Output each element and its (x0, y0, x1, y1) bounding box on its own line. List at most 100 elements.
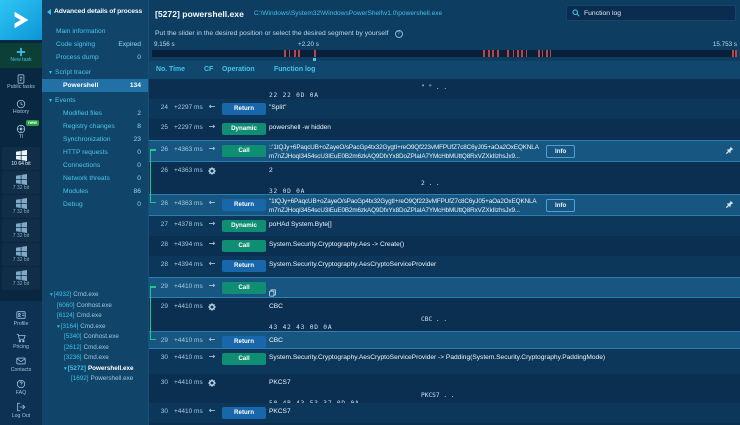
os-item-7-32-bit[interactable]: 7 32 bit (2, 195, 40, 218)
menu-item-code-signing[interactable]: Code signing Expired (42, 38, 148, 51)
tree-item-2612[interactable]: [2612] Cmd.exe (42, 343, 148, 354)
function-log-text: CBC (269, 303, 283, 310)
help-icon[interactable] (394, 29, 403, 38)
trace-row[interactable]: 27 +4378 ms → Dynamic poHAd System.Byte[] (149, 216, 740, 236)
menu-item-connections[interactable]: Connections 0 (42, 159, 148, 172)
timeline-slider[interactable] (152, 50, 737, 57)
rail-item-history[interactable]: History (0, 96, 42, 118)
rail-item-profile[interactable]: Profile (0, 308, 42, 329)
tree-item-3236[interactable]: [3236] Cmd.exe (42, 353, 148, 364)
operation-badge: Return (222, 103, 266, 115)
table-body: 22 22 0D 0A " " . . 24 +2297 ms ← Return "Spli… (149, 79, 740, 425)
os-item-label: 7 32 bit (12, 233, 30, 239)
os-item-7-32-bit[interactable]: 7 32 bit (2, 243, 40, 266)
menu-item-http-requests[interactable]: HTTP requests 0 (42, 146, 148, 159)
menu-item-script-tracer[interactable]: ▾ Script tracer (42, 66, 148, 79)
function-log: ::'1tQJy+6PaqcUB+oZayeO/sPacGp4tx32GygtI… (269, 141, 732, 161)
menu-item-synchronization[interactable]: Synchronization 23 (42, 133, 148, 146)
trace-row[interactable]: 25 +2297 ms → Dynamic powershell -w hidden (149, 119, 740, 140)
trace-row[interactable]: 22 22 0D 0A " " . . (149, 79, 740, 99)
menu-item-events[interactable]: ▾ Events (42, 94, 148, 107)
tree-item-6060[interactable]: [6060] Conhost.exe (42, 301, 148, 312)
tree-item-5272[interactable]: ▾[5272] Powershell.exe (42, 364, 148, 375)
os-item-10-64-bit[interactable]: 10 64 bit (2, 147, 40, 170)
menu-item-label: Synchronization (63, 136, 111, 143)
menu-item-registry-changes[interactable]: Registry changes 8 (42, 120, 148, 133)
tree-item-5340[interactable]: [5340] Conhost.exe (42, 332, 148, 343)
operation-badge: Return (222, 199, 266, 211)
row-number: 28 (160, 261, 168, 268)
rail-item-ti[interactable]: new TI (0, 120, 42, 143)
tree-item-1692[interactable]: [1692] Powershell.exe (42, 374, 148, 385)
os-item-7-32-bit[interactable]: 7 32 bit (2, 219, 40, 242)
timeline-cursor[interactable] (313, 58, 317, 61)
menu-item-value: 86 (133, 188, 141, 195)
chevron-down-icon: ▾ (64, 365, 67, 372)
timeline-end: 15.753 s (712, 41, 737, 48)
process-tree: ▾[4932] Cmd.exe [6060] Conhost.exe [6124] Cmd… (42, 290, 148, 385)
pin-icon[interactable] (725, 146, 734, 155)
search-input[interactable] (584, 9, 730, 17)
trace-row[interactable]: 26 +4363 ms → Call::'1tQJy+6PaqcUB+oZayeO/s… (149, 140, 740, 162)
tree-item-6124[interactable]: [6124] Cmd.exe (42, 311, 148, 322)
copy-icon[interactable] (269, 289, 276, 297)
rail-item-log-out[interactable]: Log Out (0, 400, 42, 421)
row-time: +4363 ms (174, 200, 203, 207)
menu-item-value: 23 (133, 136, 141, 143)
rail-item-public-tasks[interactable]: Public tasks (0, 71, 42, 93)
menu-item-debug[interactable]: Debug 0 (42, 198, 148, 211)
windows-icon (15, 174, 27, 185)
tree-item-4932[interactable]: ▾[4932] Cmd.exe (42, 290, 148, 301)
info-button[interactable]: Info (546, 145, 576, 158)
arrow-right-icon: → (208, 122, 216, 131)
timeline-tick (314, 50, 317, 57)
os-item-7-32-bit[interactable]: 7 32 bit (2, 171, 40, 194)
back-icon[interactable] (47, 8, 51, 15)
os-item-7-32-bit[interactable]: 7 32 bit (2, 267, 40, 290)
rail-item-contacts[interactable]: Contacts (0, 354, 42, 375)
row-time: +4363 ms (174, 146, 203, 153)
trace-row[interactable]: 26 +4363 ms 2 32 0D 0A 2 . . (149, 162, 740, 195)
trace-row[interactable]: 26 +4363 ms ← Return "1tQJy+6PaqcUB+oZayeO/s… (149, 194, 740, 216)
rail-item-faq[interactable]: FAQ (0, 377, 42, 398)
tree-item-3164[interactable]: ▾[3164] Cmd.exe (42, 322, 148, 333)
row-number: 30 (160, 408, 168, 415)
menu-item-main-information[interactable]: Main information (42, 25, 148, 38)
anyrun-logo[interactable] (0, 0, 42, 40)
function-log: System.Security.Cryptography.AesCryptoSe… (269, 349, 732, 363)
rail-item-label: FAQ (15, 390, 27, 396)
search-box[interactable] (566, 5, 736, 21)
trace-row[interactable]: 24 +2297 ms ← Return "Split" (149, 99, 740, 119)
ascii-preview: PKCS7 . . (421, 391, 455, 399)
menu-item-network-threats[interactable]: Network threats 0 (42, 172, 148, 185)
trace-row[interactable]: 30 +4410 ms PKCS7 50 4B 43 53 37 0D 0APKCS7… (149, 374, 740, 407)
function-log: poHAd System.Byte[] (269, 216, 732, 230)
menu-item-modified-files[interactable]: Modified files 2 (42, 107, 148, 120)
operation-badge: Call (222, 282, 266, 294)
operation-badge: Return (222, 336, 266, 348)
trace-row[interactable]: 29 +4410 ms CBC 43 42 43 0D 0A CBC . . (149, 298, 740, 331)
os-item-label: 10 64 bit (11, 161, 31, 167)
rail-item-pricing[interactable]: Pricing (0, 331, 42, 352)
menu-item-modules[interactable]: Modules 86 (42, 185, 148, 198)
function-log-text: CBC (269, 337, 283, 344)
info-button[interactable]: Info (546, 199, 576, 212)
trace-row[interactable]: 30 +4410 ms → Call System.Security.Cryptogra… (149, 349, 740, 374)
table-header: No. Time CF Operation Function log (149, 61, 740, 79)
trace-row[interactable] (149, 423, 740, 425)
row-time: +4394 ms (174, 241, 203, 248)
function-log: CBC (269, 332, 732, 346)
menu-item-powershell[interactable]: Powershell 134 (42, 79, 148, 92)
trace-row[interactable]: 29+4410 ms→CallSystem.Security.Cryptogra… (149, 277, 740, 308)
main-panel: [5272] powershell.exe C:\Windows\System3… (148, 0, 740, 425)
menu-item-value: 0 (137, 149, 141, 156)
pin-icon[interactable] (725, 200, 734, 209)
trace-row[interactable]: 30 +4410 ms ← Return PKCS7 (149, 403, 740, 423)
menu-item-label: Script tracer (55, 69, 92, 76)
rail-item-new-task[interactable]: New task (0, 43, 42, 68)
menu-item-process-dump[interactable]: Process dump 0 (42, 51, 148, 64)
trace-row[interactable]: 28 +4394 ms → Call System.Security.Cryptogra… (149, 236, 740, 256)
trace-row[interactable]: 28 +4394 ms ← Return System.Security.Cryptog… (149, 256, 740, 277)
trace-row[interactable]: 29 +4410 ms ← Return CBC (149, 331, 740, 349)
tasks-icon (16, 74, 26, 84)
